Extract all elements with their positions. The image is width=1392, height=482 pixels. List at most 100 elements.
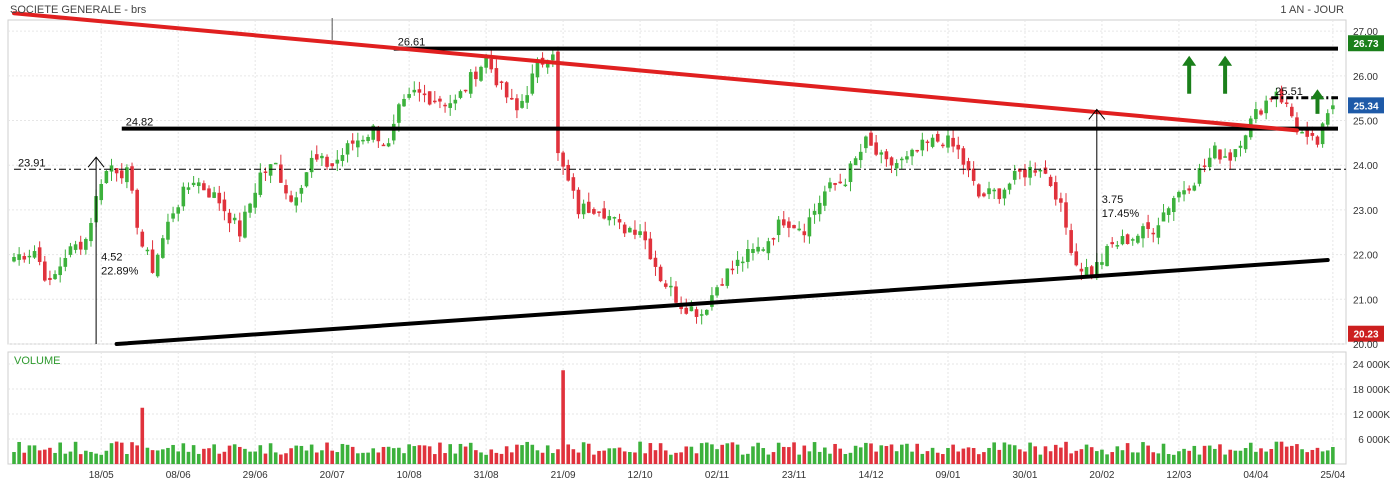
volume-bar — [279, 454, 283, 464]
volume-bar — [114, 441, 119, 464]
candle-body — [474, 71, 478, 80]
volume-bar — [196, 453, 201, 464]
candle-body — [935, 133, 940, 142]
volume-bar — [263, 453, 268, 464]
candle-body — [125, 167, 129, 183]
level-label: 24.82 — [126, 117, 154, 129]
volume-bar — [941, 454, 945, 464]
candle-body — [1187, 188, 1191, 191]
volume-bar — [227, 445, 232, 464]
volume-bar — [1166, 454, 1171, 464]
volume-bar — [304, 450, 309, 464]
candle-body — [1069, 230, 1073, 253]
volume-bar — [966, 447, 971, 464]
volume-bar — [78, 454, 83, 464]
volume-bar — [992, 442, 996, 464]
volume-bar — [956, 451, 961, 464]
candle-body — [22, 256, 27, 260]
candle-body — [1018, 168, 1022, 172]
measure-percent: 17.45% — [1102, 208, 1140, 220]
candle-body — [509, 97, 514, 100]
candle-body — [443, 104, 447, 107]
candle-body — [232, 217, 237, 221]
volume-bar — [1028, 442, 1032, 464]
volume-bar — [171, 444, 175, 464]
candle-body — [258, 172, 263, 195]
volume-bar — [202, 448, 206, 464]
volume-bar — [94, 453, 98, 464]
candle-body — [982, 193, 986, 197]
candle-body — [761, 249, 766, 251]
volume-bar — [289, 448, 293, 464]
candle-body — [63, 257, 68, 267]
candle-body — [663, 283, 668, 287]
volume-bar — [176, 451, 181, 464]
volume-bar — [946, 447, 950, 464]
volume-bar — [1074, 450, 1079, 464]
candle-body — [181, 186, 186, 207]
volume-bar — [776, 442, 781, 464]
candle-body — [581, 203, 586, 215]
volume-bar — [689, 446, 694, 464]
candle-body — [99, 183, 104, 201]
candle-body — [833, 183, 837, 185]
candle-body — [202, 183, 206, 191]
volume-bar — [1233, 450, 1238, 464]
candle-body — [42, 261, 47, 281]
volume-bar — [1264, 451, 1268, 464]
volume-bar — [1069, 453, 1073, 464]
candle-body — [119, 170, 124, 179]
volume-bar — [530, 444, 535, 464]
volume-bar — [622, 451, 627, 464]
volume-bar — [864, 442, 868, 464]
volume-bar — [417, 445, 422, 464]
candle-body — [633, 229, 637, 235]
candle-body — [617, 219, 622, 223]
volume-bar — [879, 445, 884, 464]
volume-bar — [787, 447, 791, 464]
candle-body — [551, 54, 555, 61]
volume-bar — [150, 450, 155, 464]
volume-bar — [1218, 444, 1222, 464]
volume-bar — [1248, 442, 1253, 464]
volume-bar — [607, 448, 612, 464]
candle-body — [27, 255, 32, 258]
volume-bar — [1089, 447, 1094, 464]
volume-bar — [1007, 444, 1012, 464]
volume-bar — [397, 447, 401, 464]
candle-body — [941, 144, 945, 147]
candle-body — [1310, 132, 1315, 136]
volume-bar — [858, 447, 863, 464]
volume-bar — [294, 445, 299, 464]
candle-body — [268, 164, 273, 176]
volume-bar — [853, 445, 858, 464]
x-tick-label: 12/03 — [1166, 470, 1191, 481]
candle-body — [1279, 89, 1284, 103]
candle-body — [1192, 185, 1197, 191]
volume-bar — [674, 452, 678, 464]
volume-bar — [617, 447, 622, 464]
volume-bar — [1110, 452, 1114, 464]
volume-bar — [232, 444, 237, 464]
volume-bar — [802, 445, 807, 464]
candle-body — [1089, 266, 1094, 277]
candle-body — [448, 103, 452, 108]
volume-bar — [889, 444, 894, 464]
volume-bar — [309, 444, 314, 464]
volume-bar — [556, 449, 560, 464]
volume-bar — [1192, 445, 1197, 464]
volume-bar — [571, 449, 576, 464]
volume-bar — [27, 445, 32, 464]
candle-body — [925, 141, 930, 144]
volume-bar — [1315, 447, 1320, 464]
candle-body — [350, 140, 355, 144]
candle-body — [1028, 166, 1032, 178]
volume-bar — [746, 453, 750, 464]
volume-bar — [1095, 451, 1099, 464]
volume-bar — [1048, 451, 1053, 464]
volume-bar — [145, 447, 150, 464]
candle-body — [161, 238, 165, 258]
candle-body — [592, 209, 596, 214]
volume-bar — [37, 450, 42, 464]
volume-bar — [597, 450, 601, 464]
